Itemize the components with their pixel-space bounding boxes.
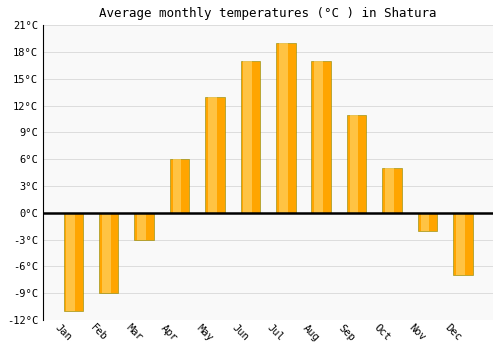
Bar [347,114,366,213]
Bar [453,213,472,275]
Bar [64,213,83,311]
Bar [240,61,260,213]
Bar [279,43,287,213]
Bar [172,159,182,213]
Bar [102,213,110,293]
Bar [385,168,394,213]
Bar [134,213,154,240]
Bar [382,168,402,213]
Title: Average monthly temperatures (°C ) in Shatura: Average monthly temperatures (°C ) in Sh… [100,7,437,20]
Bar [205,97,225,213]
Bar [350,114,358,213]
Bar [99,213,118,293]
Bar [137,213,146,240]
Bar [314,61,323,213]
Bar [170,159,189,213]
Bar [418,213,437,231]
Bar [276,43,295,213]
Bar [244,61,252,213]
Bar [66,213,75,311]
Bar [456,213,464,275]
Bar [208,97,217,213]
Bar [312,61,331,213]
Bar [420,213,430,231]
